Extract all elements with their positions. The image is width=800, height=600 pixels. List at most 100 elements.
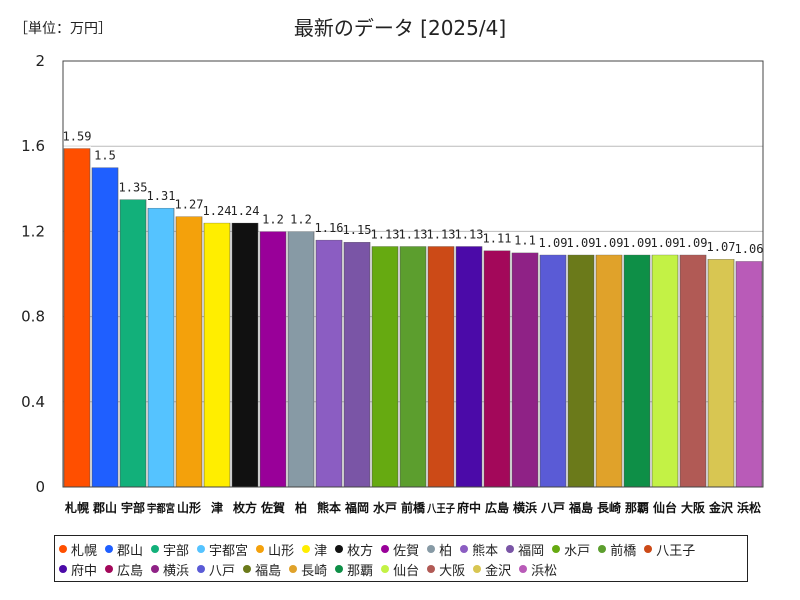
x-tick-label: 水戸 (373, 500, 397, 515)
x-tick-label: 枚方 (233, 500, 257, 515)
value-label: 1.13 (399, 227, 428, 241)
bar (315, 239, 343, 488)
bar-cap (455, 244, 483, 247)
bar-cap (427, 244, 455, 247)
legend-item: 大阪 (427, 559, 465, 579)
bar (175, 216, 203, 488)
legend-label: 水戸 (564, 543, 591, 559)
x-tick-label: 那覇 (625, 501, 649, 515)
value-label: 1.06 (735, 242, 764, 256)
value-labels: 1.591.51.351.311.27 1.24 1.241.2 1.21.16 1.1… (63, 129, 764, 256)
x-tick-label: 浜松 (737, 500, 761, 515)
legend-marker (256, 545, 265, 553)
bar-chart: 1.591.51.351.311.27 1.24 1.241.2 1.21.16 1.1… (21, 52, 764, 515)
legend-label: 府中 (71, 563, 98, 579)
legend-marker (335, 545, 344, 553)
legend-label: 宇部 (163, 543, 190, 559)
x-tick-label: 仙台 (653, 500, 677, 515)
unit-label: ［単位：万円］ (14, 21, 112, 37)
legend-item: 水戸 (552, 539, 590, 559)
value-label: 1.24 (231, 204, 260, 218)
legend-marker (381, 545, 390, 553)
bar (735, 260, 763, 488)
value-label: 1.09 (567, 236, 596, 250)
x-tick-label: 長崎 (597, 500, 621, 515)
legend-label: 福島 (255, 563, 282, 579)
bar-cap (399, 244, 427, 247)
bar-cap (287, 229, 315, 232)
value-label: 1.16 (315, 221, 344, 235)
legend-label: 柏 (439, 543, 453, 559)
x-tick-label: 前橋 (401, 500, 426, 515)
legend-item: 福岡 (506, 539, 544, 559)
legend-label: 八王子 (656, 543, 696, 559)
bar (287, 231, 315, 488)
legend-item: 長崎 (289, 559, 327, 579)
bar-cap (567, 252, 595, 255)
bar-cap (595, 252, 623, 255)
x-tick-label: 福島 (568, 500, 593, 515)
legend-item: 宇部 (151, 539, 189, 559)
bar-cap (231, 220, 259, 223)
legend-item: 仙台 (381, 559, 419, 579)
bar (203, 222, 231, 488)
x-tick-label: 山形 (177, 500, 201, 515)
legend-label: 金沢 (485, 563, 512, 579)
legend-item: 浜松 (519, 559, 557, 579)
y-axis-ticks: 0 0.4 0.8 1.2 1.6 2 (21, 52, 45, 496)
x-tick-label: 柏 (295, 500, 307, 515)
legend-label: 浜松 (531, 563, 558, 579)
legend-marker (105, 565, 114, 573)
legend-label: 津 (314, 543, 328, 559)
legend-label: 前橋 (610, 543, 637, 559)
bar (651, 254, 679, 488)
y-tick-label: 2 (35, 52, 45, 70)
value-label: 1.5 (94, 149, 116, 163)
bar-cap (707, 257, 735, 260)
bar (483, 250, 511, 488)
value-label: 1.59 (63, 129, 92, 143)
legend-item: 八王子 (644, 539, 695, 559)
legend-marker (427, 565, 436, 573)
bar-cap (623, 252, 651, 255)
value-label: 1.13 (371, 227, 400, 241)
x-tick-label: 佐賀 (260, 500, 285, 515)
bar (567, 254, 595, 488)
legend-item: 金沢 (473, 559, 511, 579)
x-tick-label: 熊本 (317, 500, 341, 515)
bar (595, 254, 623, 488)
legend-item: 佐賀 (381, 539, 419, 559)
legend-marker (197, 545, 206, 553)
legend-item: 津 (302, 539, 327, 559)
legend-item: 八戸 (197, 559, 235, 579)
value-label: 1.2 (262, 212, 284, 226)
legend-item: 横浜 (151, 559, 189, 579)
legend-marker (506, 545, 515, 553)
value-label: 1.27 (175, 197, 204, 211)
legend-marker (427, 545, 436, 553)
legend-label: 八戸 (209, 563, 236, 579)
x-tick-label: 札幌 (64, 500, 89, 515)
legend-item: 府中 (59, 559, 97, 579)
legend-label: 枚方 (347, 543, 374, 559)
legend-item: 宇都宮 (197, 539, 248, 559)
bar-cap (203, 220, 231, 223)
legend-label: 佐賀 (393, 543, 420, 559)
y-tick-label: 1.6 (21, 137, 45, 155)
value-label: 1.09 (595, 236, 624, 250)
value-label: 1.2 (290, 212, 312, 226)
bar (427, 246, 455, 488)
x-tick-label: 津 (211, 500, 223, 515)
bar (623, 254, 651, 488)
legend-marker (473, 565, 482, 573)
bar-cap (539, 252, 567, 255)
value-label: 1.09 (623, 236, 652, 250)
legend-item: 広島 (105, 559, 143, 579)
legend-marker (151, 545, 160, 553)
legend-marker (302, 545, 311, 553)
bar (231, 222, 259, 488)
bar (707, 258, 735, 488)
bar (455, 246, 483, 488)
y-tick-label: 1.2 (21, 222, 45, 240)
legend-label: 山形 (268, 543, 295, 559)
